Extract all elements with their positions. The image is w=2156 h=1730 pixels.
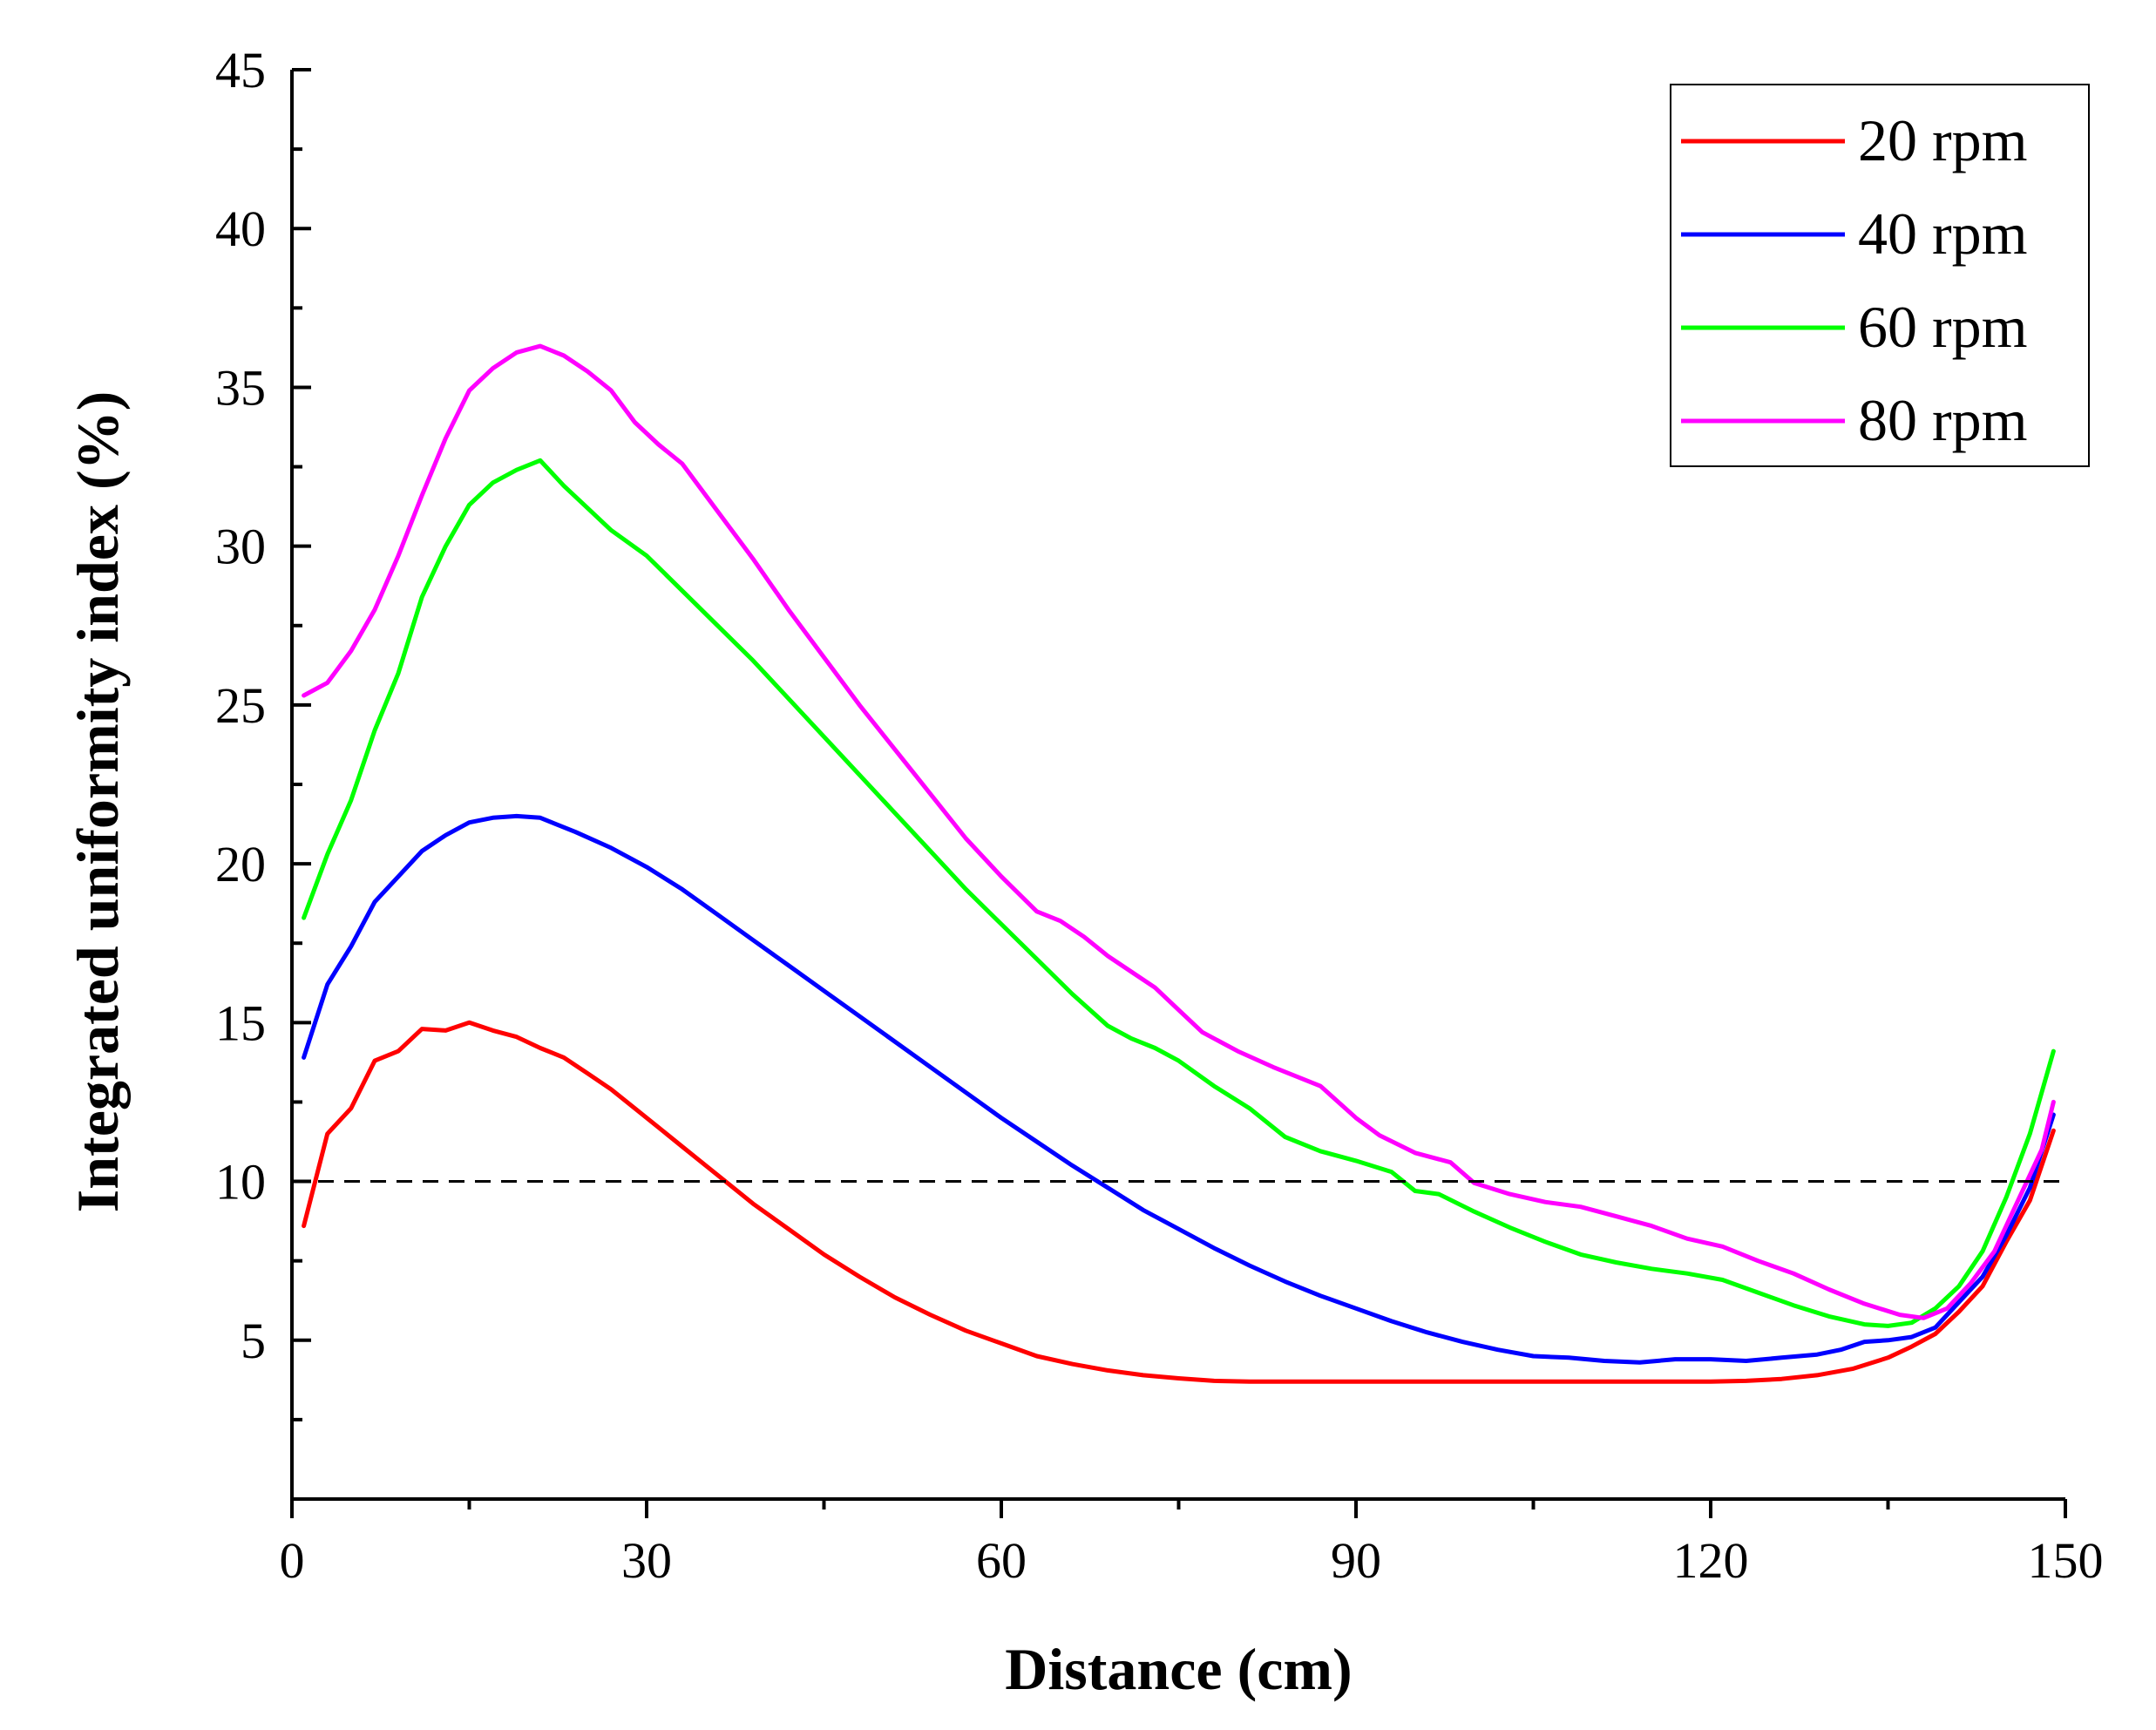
series-line-40-rpm: [302, 813, 2056, 1365]
series-line-80-rpm: [302, 343, 2056, 1320]
y-tick-label: 30: [215, 519, 266, 575]
legend-label: 60 rpm: [1858, 294, 2028, 360]
y-tick-label: 40: [215, 200, 266, 257]
legend-box: [1670, 84, 2090, 467]
x-tick-label: 30: [621, 1532, 672, 1589]
series-line-60-rpm: [302, 458, 2056, 1328]
y-tick-label: 25: [215, 677, 266, 734]
x-tick-label: 90: [1331, 1532, 1381, 1589]
x-tick-label: 0: [280, 1532, 305, 1589]
y-tick-label: 35: [215, 359, 266, 416]
legend: 20 rpm 40 rpm 60 rpm 80 rpm: [1670, 84, 2090, 467]
y-tick-label: 5: [241, 1313, 266, 1369]
legend-label: 40 rpm: [1858, 200, 2028, 267]
legend-label: 20 rpm: [1858, 107, 2028, 173]
y-tick-label: 10: [215, 1154, 266, 1211]
x-tick-label: 60: [976, 1532, 1027, 1589]
legend-label: 80 rpm: [1858, 387, 2028, 453]
x-tick-label: 150: [2028, 1532, 2104, 1589]
y-axis-title: Integrated uniformity index (%): [64, 391, 131, 1212]
y-tick-label: 45: [215, 42, 266, 98]
series-line-20-rpm: [302, 1020, 2056, 1384]
series-layer: [302, 343, 2056, 1384]
x-axis-title: Distance (cm): [1005, 1636, 1352, 1702]
x-tick-label: 120: [1673, 1532, 1749, 1589]
y-tick-label: 15: [215, 994, 266, 1051]
y-tick-label: 20: [215, 836, 266, 892]
axes-layer: 5 10 15 20 25 30 35 40 45 0 30 60 90 120 150: [215, 42, 2104, 1589]
